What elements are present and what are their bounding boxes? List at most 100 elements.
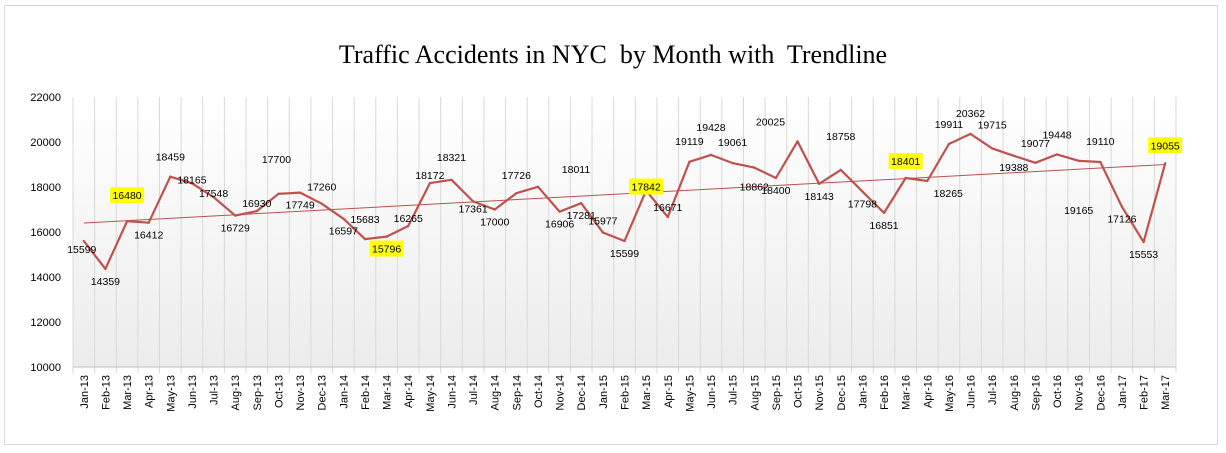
data-point	[1034, 161, 1037, 164]
data-label: 18143	[805, 191, 834, 203]
data-point	[774, 176, 778, 180]
data-label: 18862	[740, 182, 769, 194]
data-point	[1120, 205, 1124, 208]
x-tick-label: Jan-13	[79, 375, 91, 409]
data-point	[515, 191, 518, 195]
data-point	[363, 237, 367, 241]
data-label: 18758	[826, 131, 855, 143]
data-label-highlight	[629, 178, 664, 195]
data-point	[861, 190, 864, 193]
data-label: 17281	[567, 210, 596, 222]
data-point	[125, 220, 129, 223]
x-tick-label: Feb-14	[360, 375, 372, 410]
data-label: 16671	[653, 202, 682, 214]
x-tick-label: Mar-17	[1160, 375, 1172, 410]
data-label: 18459	[156, 152, 185, 164]
data-point	[731, 161, 734, 165]
data-point	[407, 224, 410, 228]
data-point	[255, 209, 259, 213]
data-label: 18011	[562, 164, 591, 176]
data-point	[320, 202, 323, 205]
x-tick-label: Aug-15	[749, 375, 761, 410]
data-label: 15796	[372, 244, 401, 256]
data-point	[1077, 159, 1080, 162]
x-tick-label: Sep-13	[252, 375, 264, 410]
data-label: 16597	[329, 226, 358, 238]
x-tick-label: Dec-15	[836, 375, 848, 410]
y-tick-label: 18000	[30, 182, 61, 194]
x-tick-label: Sep-16	[1030, 375, 1042, 410]
data-label: 15599	[67, 244, 96, 256]
data-label: 19911	[935, 119, 964, 131]
x-tick-label: Oct-15	[793, 375, 805, 408]
x-tick-label: Jan-14	[338, 375, 350, 409]
data-point	[969, 132, 972, 136]
data-label: 19110	[1086, 136, 1115, 148]
data-label: 16906	[545, 219, 574, 231]
x-tick-label: Feb-17	[1139, 375, 1151, 410]
data-point	[1055, 153, 1059, 156]
x-tick-label: Jul-15	[728, 375, 740, 405]
data-point	[1012, 154, 1015, 157]
x-tick-label: Jun-14	[446, 375, 458, 409]
x-tick-label: Sep-14	[511, 375, 523, 410]
x-tick-label: Nov-14	[555, 375, 567, 410]
data-label: 19388	[999, 162, 1028, 174]
data-label: 18321	[437, 152, 466, 164]
data-label: 16412	[134, 230, 163, 242]
data-label-highlight	[110, 187, 145, 204]
data-point	[234, 214, 237, 217]
data-point	[688, 160, 691, 164]
data-point	[1142, 240, 1145, 244]
x-tick-label: May-16	[944, 375, 956, 412]
data-point	[947, 142, 951, 146]
x-tick-label: Mar-14	[382, 375, 394, 410]
x-tick-label: Jan-16	[857, 375, 869, 409]
x-tick-label: Jan-15	[598, 375, 610, 409]
y-tick-label: 16000	[30, 227, 61, 239]
data-label: 15599	[610, 248, 639, 260]
data-label: 17361	[459, 203, 488, 215]
data-point	[428, 181, 432, 185]
y-tick-label: 10000	[30, 362, 61, 374]
data-label: 17749	[285, 200, 314, 212]
x-tick-label: Oct-16	[1052, 375, 1064, 408]
data-point	[817, 182, 821, 185]
x-tick-label: Aug-16	[1009, 375, 1021, 410]
data-label: 19077	[1021, 138, 1050, 150]
data-point	[298, 191, 302, 194]
x-tick-label: Aug-13	[230, 375, 242, 410]
data-point	[147, 221, 150, 224]
data-label: 19061	[718, 137, 747, 149]
x-tick-label: Mar-15	[641, 375, 653, 410]
x-tick-label: Jun-13	[187, 375, 199, 409]
data-label: 17798	[848, 199, 877, 211]
x-tick-label: Nov-16	[1074, 375, 1086, 410]
data-label: 19448	[1042, 129, 1071, 141]
data-label: 18265	[934, 188, 963, 200]
data-point	[601, 231, 605, 234]
x-tick-label: Nov-13	[295, 375, 307, 410]
x-tick-label: Dec-16	[1095, 375, 1107, 410]
data-label: 20362	[956, 108, 985, 120]
x-tick-label: Oct-13	[273, 375, 285, 408]
data-label: 17000	[480, 217, 509, 229]
plot-area	[73, 97, 1176, 367]
data-label-highlight	[369, 240, 404, 257]
x-tick-label: Apr-14	[403, 375, 415, 408]
x-tick-label: Oct-14	[533, 375, 545, 408]
data-point	[709, 153, 713, 157]
x-tick-label: Apr-15	[663, 375, 675, 408]
data-point	[104, 267, 107, 271]
data-point	[536, 185, 540, 188]
x-tick-label: Jul-13	[209, 375, 221, 405]
data-label: 14359	[91, 276, 120, 288]
x-tick-label: Apr-16	[922, 375, 934, 408]
data-point	[342, 217, 345, 220]
data-point	[666, 215, 669, 219]
x-tick-label: Jun-15	[706, 375, 718, 409]
data-label: 16265	[394, 213, 423, 225]
data-label: 17726	[502, 170, 531, 182]
y-tick-label: 12000	[30, 317, 61, 329]
